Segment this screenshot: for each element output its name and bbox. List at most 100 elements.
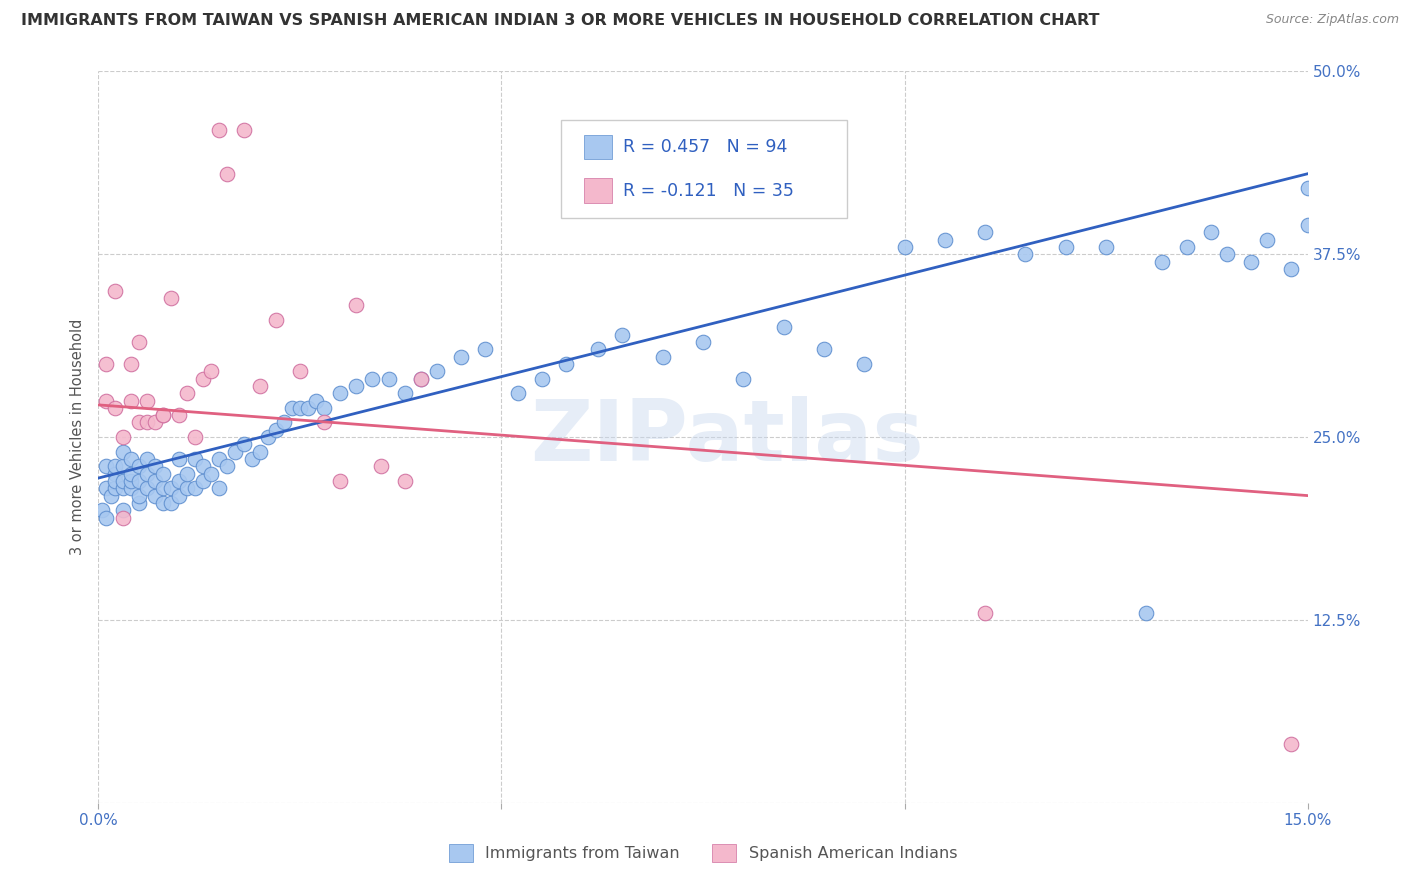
Point bbox=[232, 123, 254, 137]
Point bbox=[167, 408, 190, 422]
Point bbox=[612, 327, 634, 342]
Point bbox=[160, 481, 183, 495]
Point bbox=[974, 225, 997, 239]
Point bbox=[1175, 240, 1198, 254]
Point bbox=[651, 350, 673, 364]
Point bbox=[344, 298, 367, 312]
Point bbox=[103, 467, 125, 481]
Point bbox=[1240, 254, 1263, 268]
Point bbox=[361, 371, 384, 385]
Point bbox=[111, 430, 134, 444]
Point bbox=[344, 379, 367, 393]
Point bbox=[224, 444, 246, 458]
Point bbox=[273, 416, 295, 430]
Point bbox=[120, 393, 142, 408]
Point bbox=[176, 386, 198, 401]
Point bbox=[208, 123, 231, 137]
Text: R = -0.121   N = 35: R = -0.121 N = 35 bbox=[623, 181, 793, 200]
Point bbox=[893, 240, 915, 254]
Point bbox=[103, 474, 125, 488]
Point bbox=[120, 357, 142, 371]
Point bbox=[167, 489, 190, 503]
Point bbox=[1014, 247, 1036, 261]
Point bbox=[264, 313, 287, 327]
Point bbox=[692, 334, 714, 349]
Point bbox=[128, 459, 150, 474]
Point bbox=[288, 401, 311, 415]
Point bbox=[143, 416, 166, 430]
Point bbox=[193, 474, 215, 488]
Point bbox=[1296, 218, 1319, 232]
Text: R = 0.457   N = 94: R = 0.457 N = 94 bbox=[623, 138, 787, 156]
Point bbox=[135, 452, 157, 467]
Point bbox=[409, 371, 432, 385]
Point bbox=[128, 489, 150, 503]
Text: Source: ZipAtlas.com: Source: ZipAtlas.com bbox=[1265, 13, 1399, 27]
Point bbox=[103, 459, 125, 474]
Text: IMMIGRANTS FROM TAIWAN VS SPANISH AMERICAN INDIAN 3 OR MORE VEHICLES IN HOUSEHOL: IMMIGRANTS FROM TAIWAN VS SPANISH AMERIC… bbox=[21, 13, 1099, 29]
Point bbox=[249, 379, 271, 393]
Point bbox=[143, 474, 166, 488]
Point bbox=[450, 350, 472, 364]
Point bbox=[530, 371, 553, 385]
Point bbox=[96, 510, 118, 524]
Point bbox=[120, 474, 142, 488]
Point bbox=[370, 459, 392, 474]
Point bbox=[217, 459, 239, 474]
Point bbox=[240, 452, 263, 467]
Point bbox=[733, 371, 755, 385]
Point bbox=[314, 416, 336, 430]
Point bbox=[555, 357, 578, 371]
Point bbox=[152, 481, 174, 495]
Point bbox=[329, 386, 352, 401]
Point bbox=[200, 467, 222, 481]
Point bbox=[853, 357, 876, 371]
Point bbox=[506, 386, 529, 401]
Point bbox=[1256, 233, 1278, 247]
Point bbox=[143, 459, 166, 474]
Point bbox=[100, 489, 122, 503]
Point bbox=[103, 481, 125, 495]
Point bbox=[264, 423, 287, 437]
Point bbox=[1135, 606, 1157, 620]
Point bbox=[120, 467, 142, 481]
Point bbox=[297, 401, 319, 415]
Point bbox=[281, 401, 304, 415]
Point bbox=[184, 452, 207, 467]
Point bbox=[160, 496, 183, 510]
Point bbox=[111, 474, 134, 488]
Point bbox=[813, 343, 835, 357]
Point bbox=[256, 430, 278, 444]
Point bbox=[1281, 737, 1303, 751]
Point bbox=[394, 474, 416, 488]
Point bbox=[152, 408, 174, 422]
Point bbox=[193, 371, 215, 385]
Point bbox=[152, 496, 174, 510]
Point bbox=[103, 284, 125, 298]
Point bbox=[232, 437, 254, 451]
Point bbox=[135, 467, 157, 481]
Point bbox=[111, 510, 134, 524]
Point bbox=[128, 334, 150, 349]
Point bbox=[184, 481, 207, 495]
Point bbox=[111, 503, 134, 517]
Point bbox=[426, 364, 449, 378]
Point bbox=[934, 233, 956, 247]
Point bbox=[1152, 254, 1174, 268]
Point bbox=[217, 167, 239, 181]
Point bbox=[167, 474, 190, 488]
Point bbox=[96, 459, 118, 474]
Point bbox=[1199, 225, 1222, 239]
Point bbox=[1054, 240, 1077, 254]
Point bbox=[208, 481, 231, 495]
Point bbox=[305, 393, 328, 408]
Point bbox=[96, 393, 118, 408]
Point bbox=[152, 408, 174, 422]
Point bbox=[135, 416, 157, 430]
Point bbox=[120, 481, 142, 495]
Point bbox=[135, 481, 157, 495]
Point bbox=[329, 474, 352, 488]
Text: ZIPatlas: ZIPatlas bbox=[530, 395, 924, 479]
Point bbox=[1296, 181, 1319, 195]
Point bbox=[200, 364, 222, 378]
